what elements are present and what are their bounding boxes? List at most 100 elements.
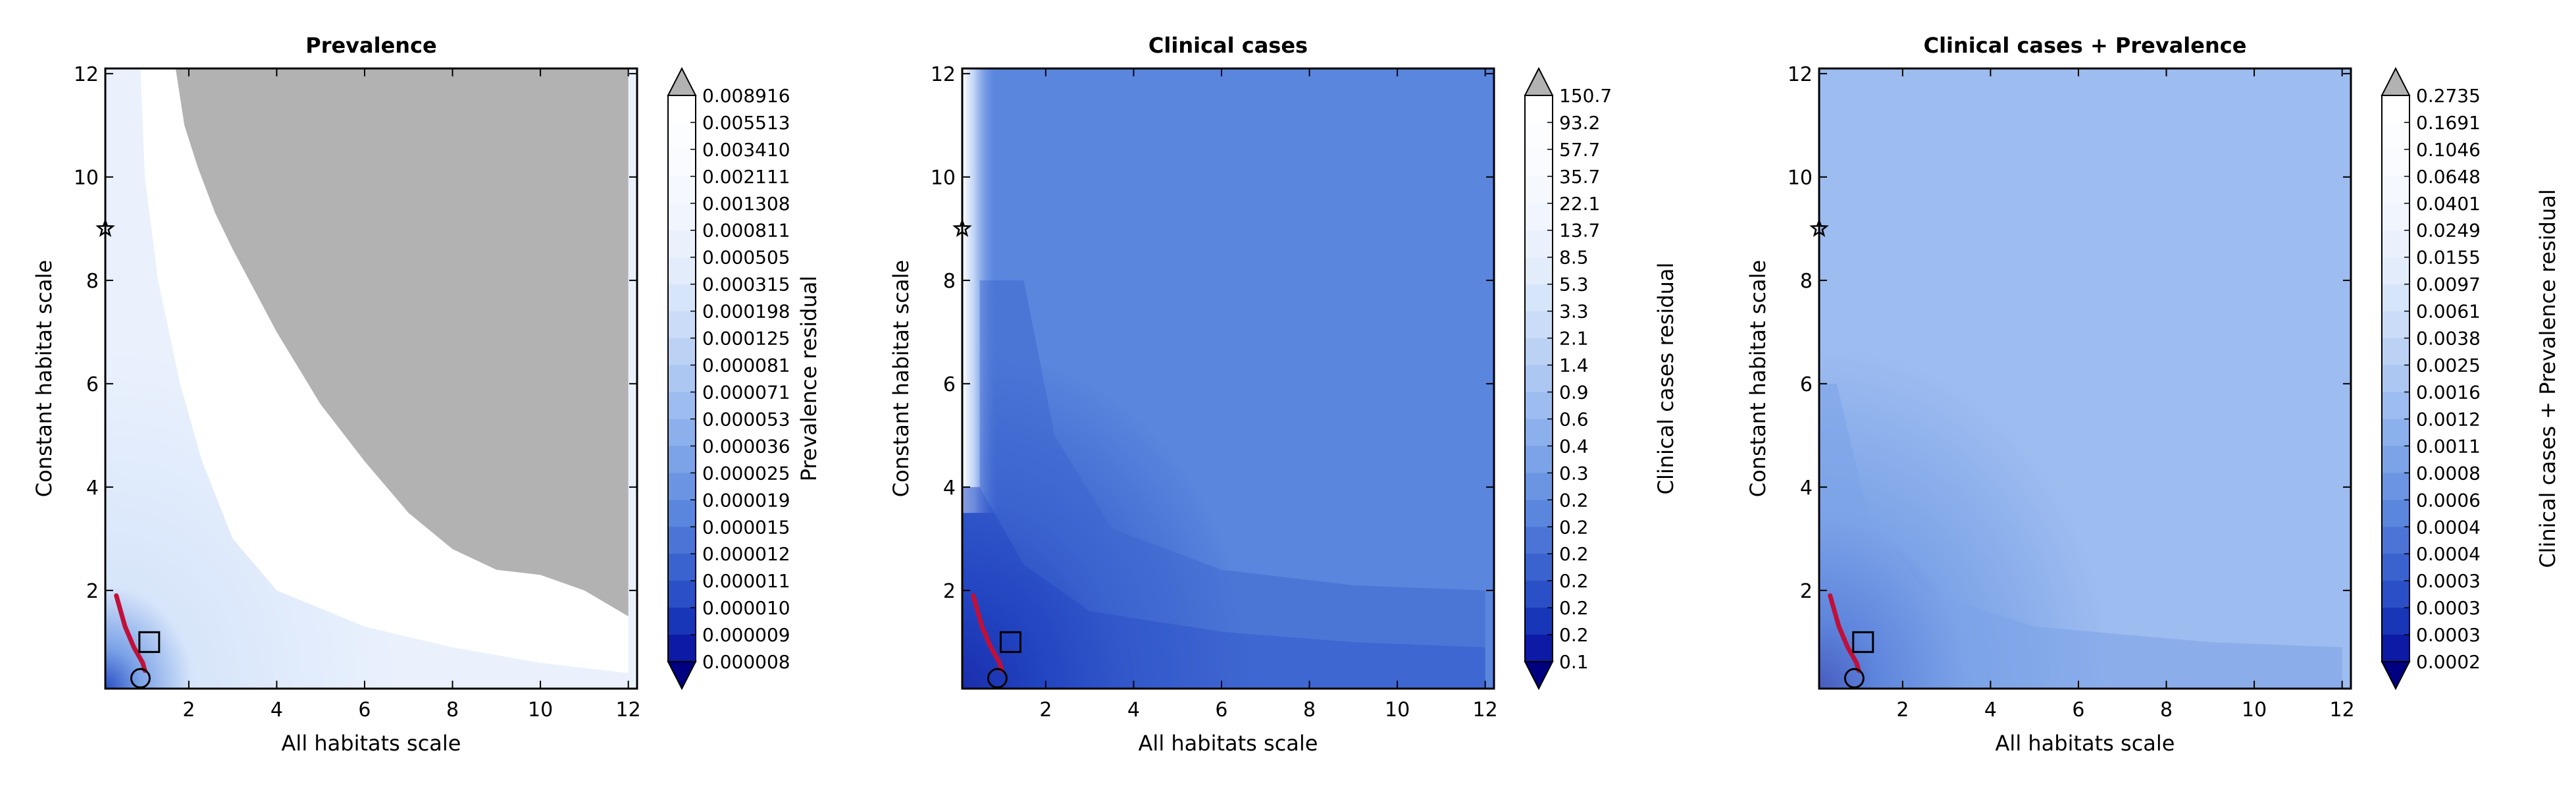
marker-circle (130, 668, 151, 689)
y-tick-label: 6 (86, 373, 99, 396)
colorbar-tick-label: 0.000010 (702, 597, 790, 619)
optimum-contour (114, 593, 147, 673)
colorbar-segment (2382, 311, 2409, 339)
y-tick-label: 2 (943, 580, 956, 603)
colorbar: 0.008916 0.005513 0.003410 0.002111 0.001308… (667, 66, 790, 691)
chart-panel-1: 2 4 6 8 10 12 2 4 6 8 10 12 Prevalence All habitats s… (32, 33, 821, 756)
colorbar-over-arrow (667, 66, 697, 96)
colorbar-tick-label: 57.7 (1559, 139, 1600, 161)
colorbar-tick-label: 0.9 (1559, 381, 1589, 403)
y-axis-label: Constant habitat scale (1745, 260, 1770, 497)
colorbar-segment (668, 392, 696, 420)
y-tick-label: 4 (1800, 477, 1813, 500)
x-tick-label: 6 (2072, 698, 2084, 722)
colorbar-segment (668, 365, 696, 393)
colorbar-segment (2382, 230, 2409, 258)
colorbar-segment (2382, 392, 2409, 420)
colorbar-tick-label: 13.7 (1559, 220, 1600, 242)
x-tick-label: 10 (1385, 698, 1410, 722)
colorbar-segment (2382, 365, 2409, 393)
colorbar-segment (1525, 392, 1553, 420)
x-tick-label: 12 (616, 698, 641, 722)
colorbar-tick-label: 0.0016 (2416, 381, 2481, 403)
marker-square (138, 631, 161, 653)
colorbar-segment (2382, 176, 2409, 204)
colorbar-tick-label: 0.000198 (702, 301, 790, 323)
colorbar-tick-label: 150.7 (1559, 85, 1612, 107)
plot-area (105, 68, 637, 689)
y-tick-label: 10 (1788, 167, 1813, 190)
mid-residual-band (1819, 383, 2342, 689)
colorbar-under-arrow (2381, 661, 2411, 691)
colorbar-segment (2382, 500, 2409, 527)
colorbar-segment (1525, 500, 1553, 527)
mid-residual-band (979, 280, 1485, 648)
colorbar-segment (668, 149, 696, 177)
plot-area (1819, 68, 2351, 689)
axes-frame (104, 67, 638, 690)
low-residual-band (962, 487, 1485, 689)
colorbar-segment (668, 257, 696, 285)
colorbar-tick-label: 0.0012 (2416, 408, 2481, 430)
colorbar-tick-label: 0.000505 (702, 247, 790, 269)
colorbar-segment (668, 338, 696, 366)
colorbar-tick-label: 0.0008 (2416, 462, 2481, 484)
colorbar-tick-label: 0.000025 (702, 462, 790, 484)
colorbar-tick-label: 0.0038 (2416, 328, 2481, 350)
x-axis-label: All habitats scale (1139, 731, 1318, 756)
colorbar-segment (668, 446, 696, 473)
y-tick-label: 10 (74, 167, 99, 190)
x-tick-label: 6 (1215, 698, 1227, 722)
colorbar-segment (2382, 446, 2409, 473)
colorbar-segment (2382, 554, 2409, 581)
y-tick-label: 6 (943, 373, 956, 396)
colorbar-tick-label: 0.005513 (702, 112, 790, 134)
colorbar-tick-label: 0.0002 (2416, 651, 2481, 673)
colorbar-tick-label: 0.0006 (2416, 489, 2481, 511)
colorbar-tick-label: 0.000811 (702, 220, 790, 242)
x-tick-label: 12 (2330, 698, 2355, 722)
colorbar-segment (668, 500, 696, 527)
chart-panel-3: 2 4 6 8 10 12 2 4 6 8 10 12 Clinical cases + Prevale… (1745, 33, 2560, 756)
colorbar-segment (668, 284, 696, 312)
colorbar-segment (1525, 554, 1553, 581)
y-tick-label: 8 (1800, 270, 1813, 293)
colorbar-tick-label: 0.2 (1559, 570, 1589, 592)
colorbar-tick-label: 93.2 (1559, 112, 1600, 134)
colorbar-segment (668, 527, 696, 554)
y-tick-label: 12 (1788, 63, 1813, 86)
x-tick-label: 2 (1896, 698, 1909, 722)
chart-title: Prevalence (305, 33, 437, 58)
colorbar-label: Clinical cases + Prevalence residual (2535, 189, 2560, 567)
colorbar-frame (1524, 94, 1553, 663)
colorbar-segment (2382, 203, 2409, 231)
colorbar-segment (1525, 122, 1553, 150)
colorbar-segment (668, 581, 696, 608)
y-tick-label: 2 (86, 580, 99, 603)
colorbar-segment (1525, 230, 1553, 258)
x-tick-label: 2 (182, 698, 195, 722)
x-tick-label: 4 (1984, 698, 1997, 722)
x-tick-label: 6 (358, 698, 371, 722)
colorbar-segment (1525, 581, 1553, 608)
colorbar-over-arrow (2381, 66, 2411, 96)
colorbar-segment (2382, 608, 2409, 635)
colorbar-segment (668, 419, 696, 446)
colorbar-tick-label: 0.002111 (702, 166, 790, 188)
colorbar-tick-label: 0.0155 (2416, 247, 2481, 269)
colorbar-segment (1525, 635, 1553, 662)
colorbar-segment (668, 122, 696, 150)
colorbar-tick-label: 0.000125 (702, 328, 790, 350)
colorbar-segment (2382, 581, 2409, 608)
colorbar-segment (668, 203, 696, 231)
colorbar-over-arrow (1524, 66, 1554, 96)
colorbar-segment (2382, 527, 2409, 554)
colorbar-segment (668, 311, 696, 339)
marker-square (1852, 631, 1874, 653)
colorbar-segment (668, 176, 696, 204)
colorbar-segment (2382, 473, 2409, 500)
colorbar-label: Prevalence residual (796, 276, 821, 482)
colorbar-tick-label: 0.0401 (2416, 193, 2481, 215)
colorbar-segment (668, 554, 696, 581)
